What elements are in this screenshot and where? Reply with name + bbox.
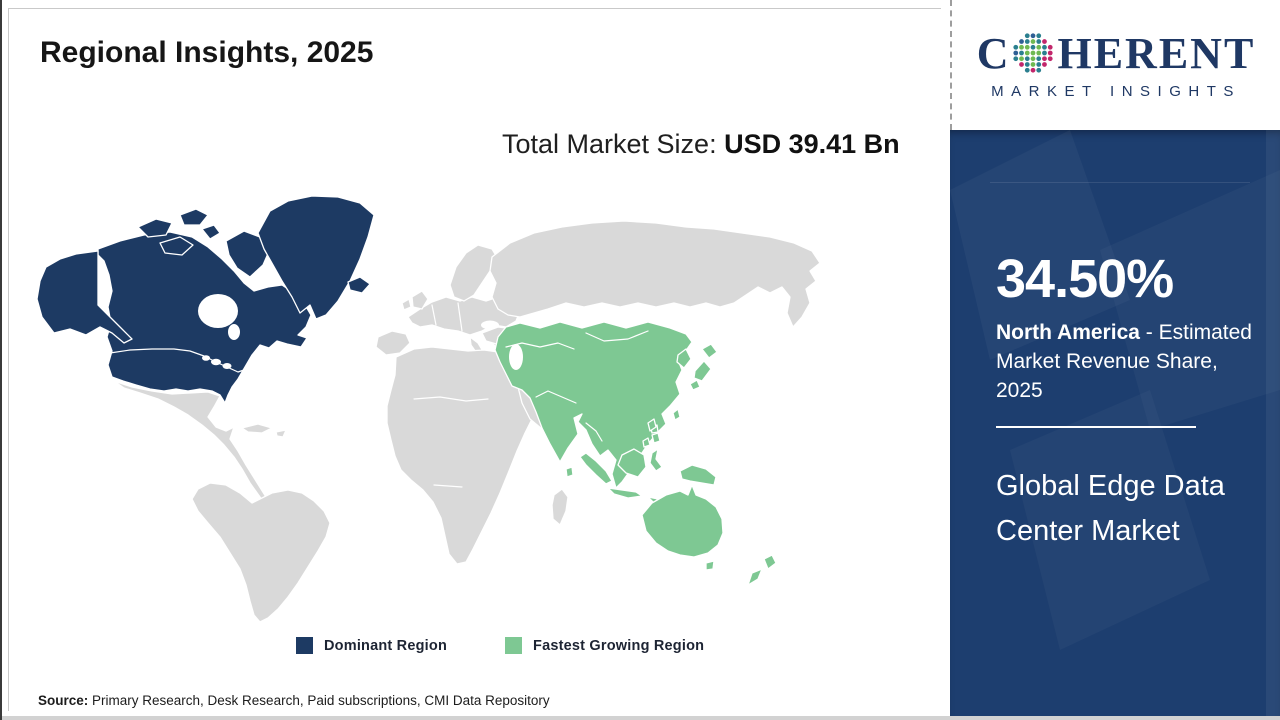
region-greenland — [257, 195, 375, 320]
james-bay — [228, 324, 240, 340]
region-madagascar — [551, 488, 569, 526]
region-korea — [676, 348, 692, 369]
hudson-bay — [198, 294, 238, 328]
market-share-value: 34.50% — [996, 249, 1174, 309]
region-japan-honshu — [693, 360, 712, 382]
region-arctic-island-2 — [179, 208, 209, 226]
region-ireland — [401, 298, 412, 311]
great-lakes-3 — [202, 355, 210, 361]
border-africa-2 — [433, 484, 463, 488]
region-philippines-1 — [647, 418, 657, 432]
region-arctic-island-3 — [159, 236, 194, 256]
world-map — [30, 185, 830, 630]
logo-letter-c: C — [976, 28, 1011, 78]
region-russia — [489, 220, 821, 328]
region-caribbean-2 — [275, 429, 287, 438]
legend-label-fastest: Fastest Growing Region — [533, 637, 705, 654]
panel-right-edge-highlight — [1266, 130, 1280, 720]
region-tasmania — [705, 560, 715, 571]
source-label: Source: — [38, 693, 89, 708]
black-sea — [481, 320, 499, 330]
border-mongolia — [585, 330, 649, 342]
border-indochina — [585, 422, 603, 442]
source-text: Primary Research, Desk Research, Paid su… — [88, 693, 550, 708]
market-name: Global Edge Data Center Market — [996, 470, 1225, 547]
logo-subtitle: MARKET INSIGHTS — [991, 82, 1241, 100]
region-baffin-island — [225, 230, 271, 278]
region-south-america — [191, 482, 331, 623]
market-share-desc-text: - Estimated Market Revenue Share, 2025 — [996, 321, 1252, 402]
region-new-guinea — [679, 464, 717, 486]
map-legend: Dominant Region Fastest Growing Region — [296, 637, 704, 654]
region-philippines-3 — [642, 437, 651, 448]
great-lakes-1 — [211, 358, 221, 366]
slide-bottom-border — [0, 716, 1280, 720]
region-philippines-2 — [651, 432, 661, 444]
border-europe-1 — [431, 304, 437, 326]
region-alaska — [36, 250, 133, 344]
slide-inner-border — [8, 8, 941, 711]
caspian-sea — [509, 344, 523, 370]
world-map-svg — [36, 195, 821, 623]
region-java — [607, 487, 643, 499]
market-share-region: North America — [996, 321, 1140, 344]
legend-swatch-dominant — [296, 637, 313, 654]
region-taiwan — [672, 408, 681, 421]
region-iberia — [375, 330, 411, 356]
region-australia — [641, 484, 724, 558]
region-borneo — [617, 448, 647, 478]
logo-wordmark: C HERENT — [977, 31, 1256, 77]
region-sumatra — [579, 452, 613, 485]
region-japan-hokkaido — [701, 343, 718, 359]
region-sulawesi — [649, 448, 663, 472]
slide-left-edge — [0, 0, 2, 720]
source-note: Source: Primary Research, Desk Research,… — [38, 693, 550, 708]
region-new-zealand-north — [763, 554, 777, 570]
legend-swatch-fastest — [505, 637, 523, 654]
region-japan-kyushu — [689, 379, 701, 391]
globe-dots-logo-icon — [1013, 32, 1054, 73]
logo-letters-herent: HERENT — [1057, 28, 1256, 78]
total-market-size-label: Total Market Size: — [502, 129, 717, 159]
region-caribbean — [241, 423, 273, 434]
brand-logo: C HERENT MARKET INSIGHTS — [950, 0, 1280, 130]
border-india-china — [535, 390, 577, 404]
region-sri-lanka — [565, 466, 574, 478]
map-region-fastest — [494, 321, 777, 586]
panel-divider-line — [996, 426, 1196, 428]
legend-item-dominant: Dominant Region — [296, 637, 447, 654]
region-uk — [411, 290, 429, 310]
legend-label-dominant: Dominant Region — [324, 637, 448, 654]
border-europe-2 — [457, 302, 463, 332]
sidebar-panel: 34.50% North America - Estimated Market … — [950, 130, 1280, 720]
region-arctic-island-1 — [137, 218, 173, 238]
region-asia-mainland — [494, 321, 693, 489]
market-share-description: North America - Estimated Market Revenue… — [996, 318, 1264, 405]
border-africa-1 — [413, 396, 489, 402]
region-iceland — [347, 276, 371, 294]
border-us-canada — [109, 348, 245, 373]
panel-map-texture — [950, 130, 1250, 360]
total-market-size-value: USD 39.41 Bn — [724, 129, 900, 159]
region-new-zealand-south — [747, 568, 763, 586]
great-lakes-2 — [222, 363, 232, 369]
total-market-size: Total Market Size: USD 39.41 Bn — [502, 124, 912, 164]
legend-item-fastest: Fastest Growing Region — [505, 637, 704, 654]
region-arctic-island-4 — [201, 224, 221, 240]
map-water-bodies — [198, 294, 523, 370]
page-title: Regional Insights, 2025 — [40, 36, 374, 69]
